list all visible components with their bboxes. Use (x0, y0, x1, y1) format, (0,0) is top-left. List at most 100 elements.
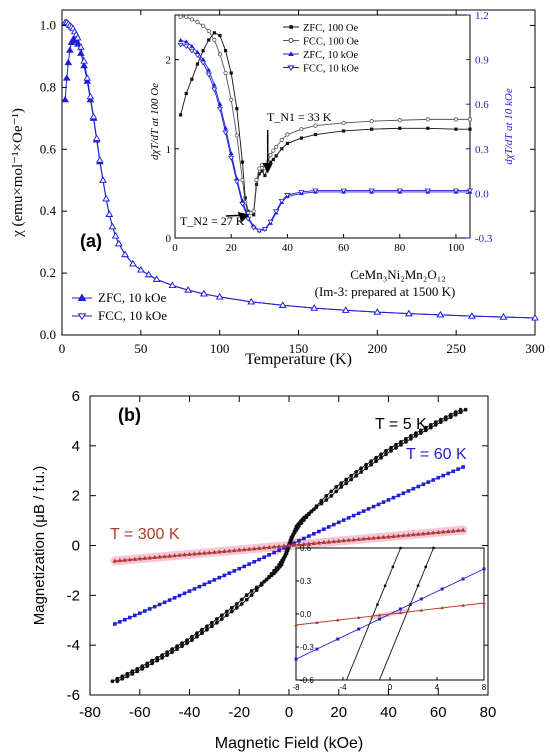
inset-a-legend: ZFC, 100 Oe FCC, 100 Oe ZFC, 10 kOe FCC, 10… (283, 23, 359, 75)
data-point (346, 516, 351, 520)
data-point (194, 53, 201, 59)
data-point (280, 147, 284, 151)
data-point (319, 498, 324, 503)
data-point (413, 431, 418, 436)
data-point (240, 198, 245, 203)
y-tick-label: 1.0 (40, 17, 56, 32)
inset-a-left-axis-label: dχT/dT at 100 Oe (149, 83, 161, 160)
data-point (415, 531, 421, 536)
data-point (394, 445, 398, 450)
data-point (261, 227, 269, 232)
data-point (454, 127, 458, 131)
data-point (192, 551, 197, 556)
data-point (344, 481, 349, 486)
data-point (304, 513, 309, 518)
data-point (448, 415, 453, 420)
data-point (309, 509, 314, 514)
inset-a-series (177, 14, 474, 234)
data-point (466, 188, 474, 194)
panel-a-legend-fcc: FCC, 10 kOe (72, 308, 167, 323)
data-point (307, 534, 311, 538)
data-point (205, 624, 209, 629)
data-point (369, 119, 374, 124)
data-point (177, 552, 182, 557)
data-point (376, 502, 381, 507)
data-point (145, 661, 150, 666)
data-point (428, 423, 433, 427)
data-point (452, 188, 460, 194)
data-point (111, 232, 120, 239)
data-point (366, 507, 371, 511)
inset-b-series (294, 546, 486, 681)
label-t-300k: T = 300 K (110, 526, 180, 543)
data-point (291, 542, 297, 547)
x-tick-label: 40 (380, 704, 397, 721)
data-point (197, 551, 202, 556)
data-point (212, 578, 217, 582)
data-point (178, 37, 184, 42)
data-point (227, 571, 232, 575)
data-point (460, 527, 466, 532)
data-point (212, 31, 216, 35)
data-point (234, 176, 240, 181)
data-point (426, 480, 431, 484)
data-point (207, 550, 212, 555)
data-point (182, 552, 187, 557)
data-point (410, 532, 416, 537)
data-point (102, 194, 110, 202)
x-tick-label: 150 (289, 341, 309, 356)
data-point (401, 491, 406, 495)
data-point (122, 557, 128, 562)
data-point (237, 566, 242, 571)
data-point (172, 553, 177, 558)
panel-a-x-axis-label: Temperature (K) (245, 351, 352, 368)
data-point (386, 498, 391, 502)
data-point (252, 213, 256, 217)
data-point (223, 49, 228, 53)
data-point (137, 266, 145, 273)
data-point (420, 531, 426, 536)
data-point (307, 511, 311, 516)
data-point (344, 477, 349, 482)
data-point (311, 540, 317, 545)
data-point (384, 452, 388, 457)
inset-series-line (346, 547, 401, 681)
data-point (110, 679, 115, 684)
data-point (207, 580, 212, 584)
data-point (294, 657, 298, 661)
data-point (172, 596, 177, 600)
data-point (313, 132, 318, 137)
data-point (195, 634, 199, 639)
data-point (374, 459, 378, 464)
data-point (357, 627, 361, 631)
data-point (279, 137, 284, 142)
data-point (531, 314, 539, 321)
data-point (62, 74, 71, 81)
data-point (361, 536, 367, 541)
data-point (398, 610, 403, 615)
data-point (436, 475, 441, 480)
inset-a-ticks: 0 20 40 60 80 100 0 1 2 -0.3 0.0 0.3 0.6 0.9 1.2 (166, 10, 493, 254)
y-tick-label: 0.3 (475, 144, 489, 156)
data-point (170, 650, 174, 655)
y-tick-label: 0.0 (300, 610, 312, 619)
data-point (240, 160, 245, 164)
data-point (189, 17, 194, 22)
data-point (190, 634, 194, 639)
y-tick-label: -0.3 (300, 643, 314, 652)
data-point (341, 538, 347, 543)
data-point (229, 71, 233, 75)
data-point (282, 546, 286, 550)
legend-label-fcc-10koe: FCC, 10 kOe (98, 308, 167, 323)
data-point (445, 528, 451, 534)
data-point (254, 177, 259, 183)
data-point (334, 485, 339, 489)
data-point (285, 132, 290, 137)
data-point (278, 301, 287, 308)
data-point (331, 539, 337, 544)
annotation-tn1: T_N1 = 33 K (267, 110, 332, 124)
data-point (117, 558, 123, 563)
data-point (329, 494, 334, 498)
arrow-tn2 (225, 211, 250, 223)
